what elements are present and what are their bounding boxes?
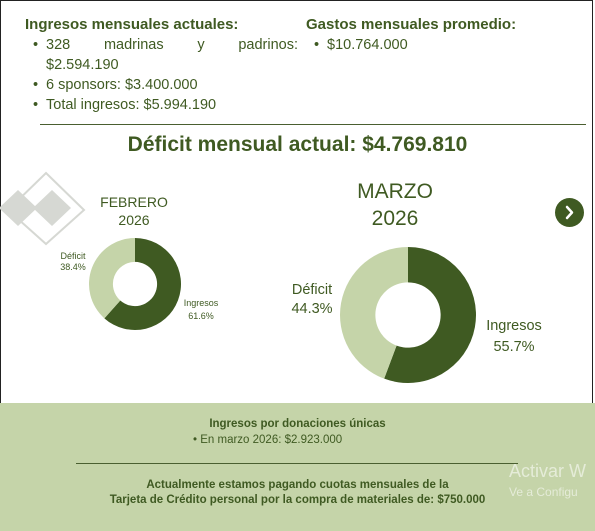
text-fragment: padrinos:	[238, 37, 298, 53]
donut-slice-ingresos	[104, 238, 181, 330]
donaciones-item: • En marzo 2026: $2.923.000	[193, 434, 343, 446]
list-item: 328 madrinas y padrinos: $2.594.190	[28, 35, 298, 75]
top-divider	[40, 124, 586, 125]
chart-title-line: 2026	[118, 212, 150, 228]
slice-name: Ingresos	[183, 298, 219, 308]
chart-title-line: 2026	[371, 207, 419, 230]
ingresos-title: Ingresos mensuales actuales:	[25, 16, 239, 33]
next-slide-button[interactable]	[555, 198, 584, 227]
gastos-list: $10.764.000	[309, 35, 408, 55]
note-line: Actualmente estamos pagando cuotas mensu…	[146, 479, 449, 491]
donut-slice-deficit	[340, 247, 408, 379]
credit-card-note: Actualmente estamos pagando cuotas mensu…	[60, 478, 535, 508]
madrinas-amount: $2.594.190	[46, 57, 119, 73]
activation-watermark: Activar W	[509, 461, 587, 481]
chevron-right-icon	[565, 205, 574, 220]
gastos-title: Gastos mensuales promedio:	[306, 16, 517, 33]
text-fragment: 328	[46, 37, 71, 53]
donut-slice-ingresos	[384, 247, 476, 383]
slice-value: 44.3%	[291, 301, 333, 317]
diamond-shape	[33, 190, 71, 226]
slice-value: 55.7%	[493, 339, 535, 355]
activation-watermark-sub: Ve a Configu	[509, 485, 578, 499]
donut-chart-febrero	[89, 238, 181, 330]
text-fragment: y	[197, 37, 205, 53]
slice-name: Ingresos	[486, 318, 542, 334]
donut-chart-marzo	[340, 247, 476, 383]
slice-label-ingresos: Ingresos 55.7%	[478, 316, 550, 358]
diamond-shape	[0, 190, 37, 226]
decorative-diamonds	[0, 171, 86, 246]
slice-name: Déficit	[291, 282, 333, 298]
note-line: Tarjeta de Crédito personal por la compr…	[109, 494, 486, 506]
madrinas-line: 328 madrinas y padrinos:	[46, 35, 298, 55]
deficit-heading: Déficit mensual actual: $4.769.810	[127, 133, 468, 156]
slice-label-ingresos: Ingresos 61.6%	[178, 297, 224, 323]
donaciones-text: En marzo 2026: $2.923.000	[200, 434, 343, 446]
text-fragment: madrinas	[103, 37, 164, 53]
slice-name: Déficit	[60, 251, 86, 261]
chart-title-febrero: FEBRERO 2026	[84, 193, 184, 229]
list-item: $10.764.000	[309, 35, 408, 55]
list-item: Total ingresos: $5.994.190	[28, 95, 298, 115]
chart-title-line: FEBRERO	[100, 194, 168, 210]
donut-slice-deficit	[89, 238, 135, 319]
list-item: 6 sponsors: $3.400.000	[28, 75, 298, 95]
footer-divider	[76, 463, 518, 464]
chart-title-marzo: MARZO 2026	[345, 178, 445, 232]
ingresos-list: 328 madrinas y padrinos: $2.594.190 6 sp…	[28, 35, 298, 115]
footer-band	[0, 403, 595, 531]
donaciones-title: Ingresos por donaciones únicas	[209, 418, 386, 430]
slice-label-deficit: Déficit 38.4%	[51, 251, 95, 273]
slice-value: 61.6%	[188, 311, 214, 321]
chart-title-line: MARZO	[357, 180, 433, 203]
slice-label-deficit: Déficit 44.3%	[284, 281, 340, 319]
slice-value: 38.4%	[60, 262, 86, 272]
